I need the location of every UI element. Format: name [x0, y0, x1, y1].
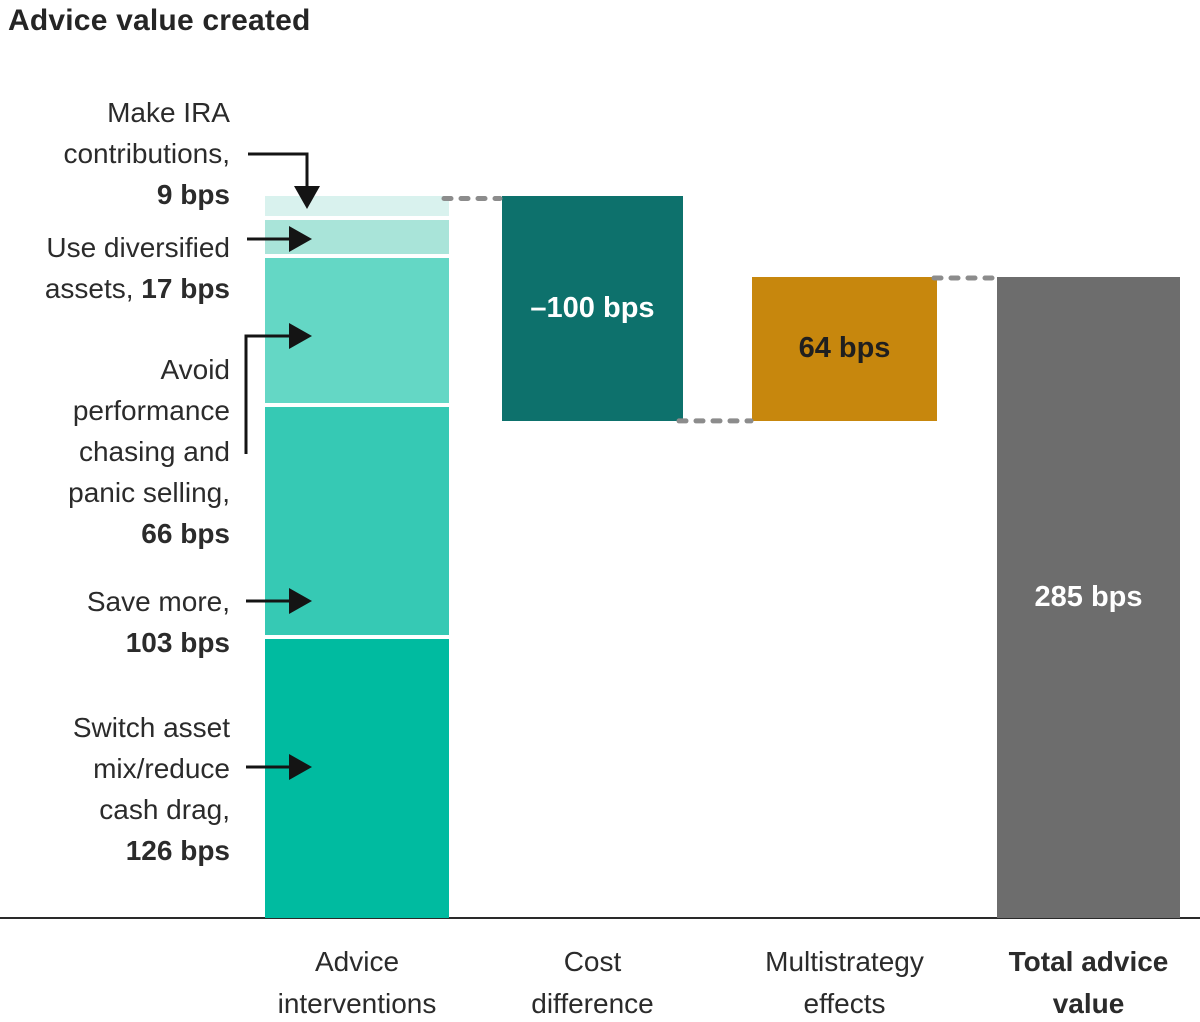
annotation-save-more: Save more, 103 bps — [87, 581, 230, 663]
annotation-value: 103 bps — [125, 627, 230, 658]
axis-label-cost-difference: Cost difference — [531, 946, 654, 1019]
annotation-value: 66 bps — [141, 518, 230, 549]
annotation-text: mix/reduce — [93, 753, 230, 784]
arrow-avoid-performance-chasing — [244, 323, 312, 454]
annotation-text: assets, — [44, 273, 142, 304]
axis-label-total-advice-value: Total advice value — [1008, 946, 1169, 1019]
annotation-make-ira-contributions: Make IRA contributions, 9 bps — [63, 92, 230, 215]
annotation-avoid-performance-chasing: Avoid performance chasing and panic selling… — [68, 349, 230, 554]
axis-label-advice-interventions: Advice interventions — [277, 946, 437, 1019]
annotation-value: 126 bps — [125, 835, 230, 866]
annotation-text: panic selling, — [68, 477, 230, 508]
arrow-use-diversified-assets — [247, 226, 312, 252]
annotation-text: chasing and — [78, 436, 230, 467]
axis-label-multistrategy-effects: Multistrategy effects — [765, 946, 924, 1019]
annotation-text: cash drag, — [99, 794, 230, 825]
annotation-text: Save more, — [86, 586, 230, 617]
annotation-use-diversified-assets: Use diversified assets, 17 bps — [45, 227, 230, 309]
chart-title: Advice value created — [8, 4, 311, 37]
annotation-switch-asset-mix: Switch asset mix/reduce cash drag, 126 bps — [73, 707, 230, 871]
bar-value-label-cost-difference: –100 bps — [530, 291, 655, 324]
annotation-text: Use diversified — [46, 232, 230, 263]
bar-value-label-total-advice-value: 285 bps — [1034, 580, 1143, 613]
bar-value-label-multistrategy-effects: 64 bps — [798, 332, 891, 365]
annotation-text: Switch asset — [72, 712, 230, 743]
arrow-switch-asset-mix — [246, 754, 312, 780]
annotation-value: 9 bps — [156, 179, 230, 210]
annotation-text: Avoid — [160, 354, 230, 385]
annotation-text: contributions, — [63, 138, 230, 169]
segment-switch-asset-mix-reduce-cash-drag — [265, 634, 449, 918]
bar-cost-difference: –100 bps — [502, 196, 683, 421]
bar-total-advice-value: 285 bps — [997, 276, 1180, 918]
x-axis-line — [0, 917, 1200, 919]
annotation-value: 17 bps — [141, 273, 230, 304]
annotation-text: performance — [72, 395, 230, 426]
annotation-text: Make IRA — [107, 97, 230, 128]
bar-multistrategy-effects: 64 bps — [752, 276, 937, 421]
arrow-make-ira-contributions — [248, 152, 320, 209]
arrow-save-more — [246, 588, 312, 614]
